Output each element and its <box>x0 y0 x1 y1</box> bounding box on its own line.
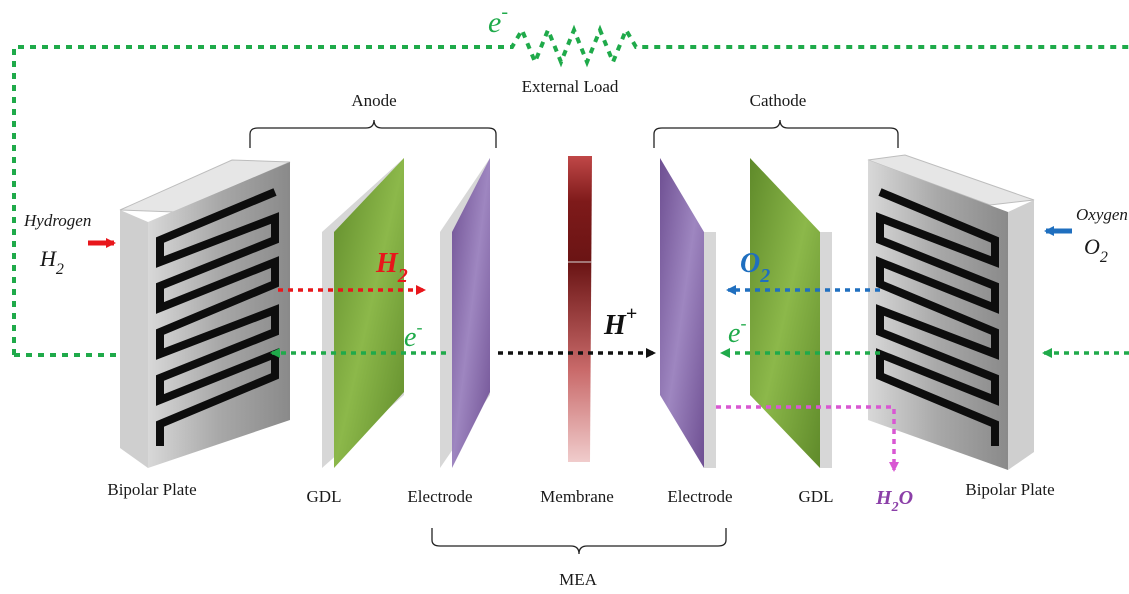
gdl-right-label: GDL <box>799 487 834 506</box>
cathode-brace <box>653 119 899 148</box>
o2-inlet-label: O2 <box>1084 234 1108 266</box>
electron-label-cathode: e- <box>728 313 746 349</box>
electrode-right <box>660 158 716 468</box>
anode-brace <box>249 119 497 148</box>
external-load-label: External Load <box>522 77 619 96</box>
water-flow-arrow <box>716 405 899 472</box>
electrode-right-label: Electrode <box>667 487 732 506</box>
mea-label: MEA <box>559 570 598 589</box>
proton-label: H+ <box>603 303 637 341</box>
mea-brace <box>431 528 727 555</box>
oxygen-word-label: Oxygen <box>1076 205 1128 224</box>
electron-label-load: e- <box>488 1 508 39</box>
bipolar-plate-right <box>867 154 1035 470</box>
h2-inlet-label: H2 <box>39 246 64 278</box>
h2-flow-label: H2 <box>375 248 408 287</box>
anode-label: Anode <box>351 91 396 110</box>
electrode-left <box>440 158 490 468</box>
cathode-label: Cathode <box>750 91 807 110</box>
bipolar-plate-left <box>119 159 291 468</box>
gdl-left <box>322 158 404 468</box>
bipolar-plate-left-label: Bipolar Plate <box>107 480 196 499</box>
gdl-right <box>750 158 832 468</box>
electron-label-anode: e- <box>404 317 422 353</box>
bipolar-plate-right-label: Bipolar Plate <box>965 480 1054 499</box>
membrane-label: Membrane <box>540 487 614 506</box>
hydrogen-word-label: Hydrogen <box>23 211 91 230</box>
membrane <box>568 156 592 462</box>
water-label: H2O <box>875 487 913 515</box>
external-circuit <box>12 24 1129 357</box>
o2-flow-label: O2 <box>740 248 770 287</box>
gdl-left-label: GDL <box>307 487 342 506</box>
electrode-left-label: Electrode <box>407 487 472 506</box>
